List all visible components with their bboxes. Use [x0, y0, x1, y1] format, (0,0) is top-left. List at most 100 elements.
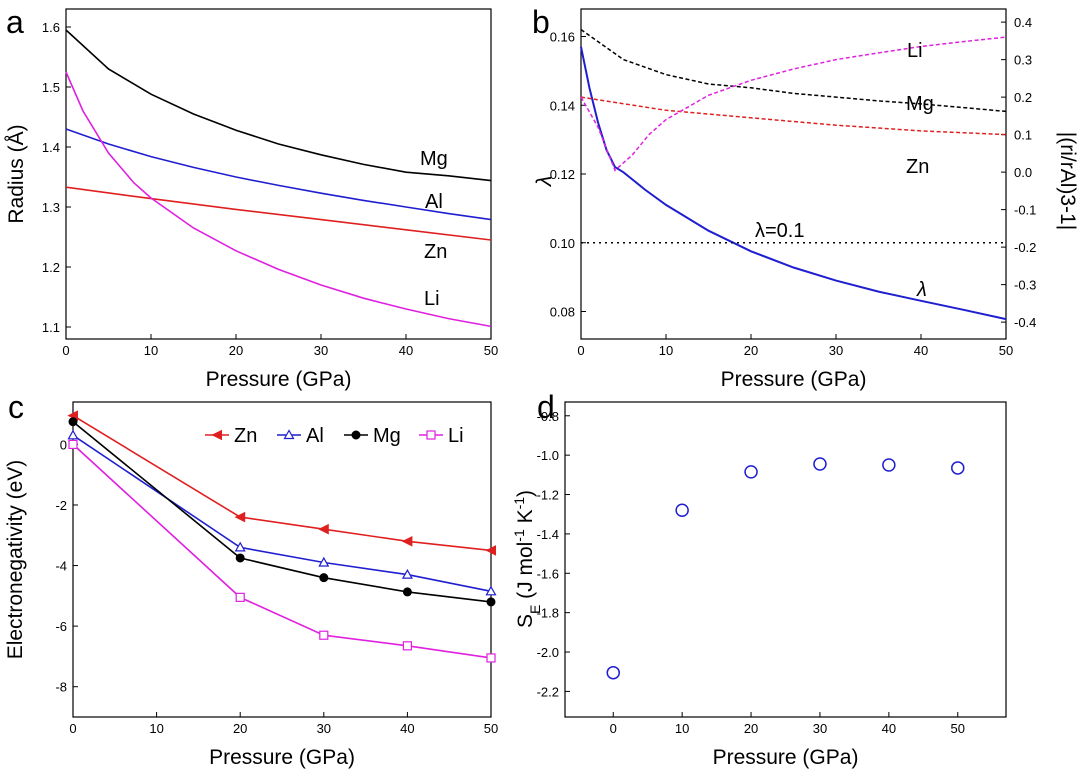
data-point-zn — [401, 536, 413, 547]
curve-label-li: Li — [907, 40, 923, 62]
x-tick-label: 30 — [829, 343, 843, 358]
curve-label-mg: Mg — [906, 93, 934, 115]
data-point-li — [235, 592, 245, 602]
panel-letter-c: c — [8, 389, 24, 425]
y-tick-label: -1.0 — [537, 448, 559, 463]
x-tick-label: 0 — [69, 721, 76, 736]
y2-tick-label: -0.1 — [1014, 203, 1036, 218]
panel-letter-a: a — [6, 4, 24, 40]
panel-letter-d: d — [537, 389, 555, 425]
series-line-mg — [65, 29, 492, 182]
y-tick-label: 1.3 — [42, 200, 60, 215]
series-line-zn — [65, 186, 492, 241]
x-axis-title-c: Pressure (GPa) — [209, 746, 355, 769]
y2-tick-label: -0.2 — [1014, 240, 1036, 255]
y-tick-label: 0.12 — [550, 167, 575, 182]
y-tick-label: 1.1 — [42, 320, 60, 335]
x-tick-label: 20 — [744, 343, 758, 358]
y-axis-title-part: K — [514, 509, 537, 529]
x-tick-label: 0 — [62, 343, 69, 358]
x-tick-label: 0 — [577, 343, 584, 358]
plot-frame-b — [580, 8, 1007, 340]
series-line-mg — [580, 28, 1007, 113]
data-point — [675, 503, 689, 518]
y-axis-title-part: ) — [514, 490, 537, 497]
y-tick-label: -1.8 — [537, 606, 559, 621]
data-point-al — [485, 585, 497, 596]
y2-tick-label: 0.2 — [1014, 90, 1032, 105]
x-tick-label: 40 — [914, 343, 928, 358]
y2-tick-label: 0.4 — [1014, 15, 1032, 30]
series-line-li — [580, 36, 1007, 172]
legend-marker-zn — [211, 429, 222, 441]
y-axis-title-part: S — [514, 614, 537, 628]
y-axis-title-c: Electronegativity (eV) — [4, 460, 27, 660]
x-axis-title-d: Pressure (GPa) — [713, 746, 859, 769]
y-tick-label: 1.5 — [42, 80, 60, 95]
x-tick-label: 10 — [149, 721, 163, 736]
y2-tick-label: -0.4 — [1014, 315, 1036, 330]
y-axis-title-part: -1 — [511, 529, 527, 542]
y-tick-label: -1.6 — [537, 566, 559, 581]
y-tick-label: -1.2 — [537, 488, 559, 503]
panel-d: 0 10 20 30 40 50 Pressure (GPa) -2.2 -2.0 -1.8 -1.… — [511, 401, 1007, 769]
data-point — [813, 457, 827, 471]
data-point-mg — [486, 597, 496, 607]
legend-label-al: Al — [306, 425, 324, 447]
x-axis-title-b: Pressure (GPa) — [721, 368, 867, 391]
y-tick-label: -1.4 — [537, 527, 559, 542]
y2-tick-label: -0.3 — [1014, 278, 1036, 293]
data-point-al — [318, 556, 330, 567]
panel-c: 0 10 20 30 40 50 Pressure (GPa) -8 -6 -4 -2 0 Electr… — [4, 401, 498, 769]
y2-tick-label: 0.0 — [1014, 165, 1032, 180]
panel-b: 0 10 20 30 40 50 Pressure (GPa) 0.08 0.10 0.12 0.1… — [533, 8, 1079, 391]
data-point-li — [319, 630, 329, 640]
y-axis-title-part: -1 — [511, 497, 527, 510]
data-point-al — [234, 541, 246, 552]
y2-tick-label: 0.1 — [1014, 128, 1032, 143]
x-tick-label: 50 — [484, 343, 498, 358]
curve-label-zn: Zn — [424, 241, 447, 263]
y-tick-label: -2.2 — [537, 684, 559, 699]
plot-frame-a — [65, 8, 492, 340]
legend-marker-al — [283, 429, 295, 440]
y-tick-label: -0.8 — [537, 409, 559, 424]
data-point-mg — [68, 417, 78, 427]
x-tick-label: 10 — [144, 343, 158, 358]
data-point-li — [402, 641, 412, 651]
y-tick-label: 1.2 — [42, 260, 60, 275]
y-axis-title-a: Radius (Å) — [5, 124, 28, 223]
curve-label-lambda: λ — [916, 279, 927, 301]
curve-label-li: Li — [424, 288, 440, 310]
y-tick-label: 0.14 — [550, 98, 575, 113]
x-tick-label: 50 — [999, 343, 1013, 358]
data-point-al — [401, 568, 413, 579]
curve-label-al: Al — [425, 191, 443, 213]
y-tick-label: -2.0 — [537, 645, 559, 660]
plot-frame-d — [564, 401, 1007, 718]
y-axis-title-b: λ — [533, 176, 556, 187]
data-point-mg — [319, 573, 329, 583]
curve-label-zn: Zn — [906, 156, 929, 178]
x-tick-label: 30 — [314, 343, 328, 358]
x-tick-label: 10 — [659, 343, 673, 358]
panel-a: 0 10 20 30 40 50 Pressure (GPa) 1.1 1.2 1.3 1.4 1.5… — [5, 8, 498, 391]
series-line-lambda — [580, 46, 1007, 321]
x-tick-label: 40 — [882, 721, 896, 736]
data-point-al — [67, 429, 79, 440]
legend-label-mg: Mg — [373, 425, 401, 447]
data-point-li — [68, 439, 78, 450]
y-tick-label: 0.16 — [550, 30, 575, 45]
legend-marker-li — [426, 430, 436, 440]
y-tick-label: 0.10 — [550, 236, 575, 251]
data-point-zn — [485, 545, 496, 556]
y-axis-title-part: (J mol — [514, 542, 537, 605]
x-tick-label: 0 — [610, 721, 617, 736]
series-line-zn — [580, 96, 1007, 136]
data-point — [951, 461, 965, 475]
x-tick-label: 30 — [317, 721, 331, 736]
data-point-li — [486, 653, 496, 663]
data-point — [882, 458, 896, 472]
y-tick-label: 0.08 — [550, 305, 575, 320]
